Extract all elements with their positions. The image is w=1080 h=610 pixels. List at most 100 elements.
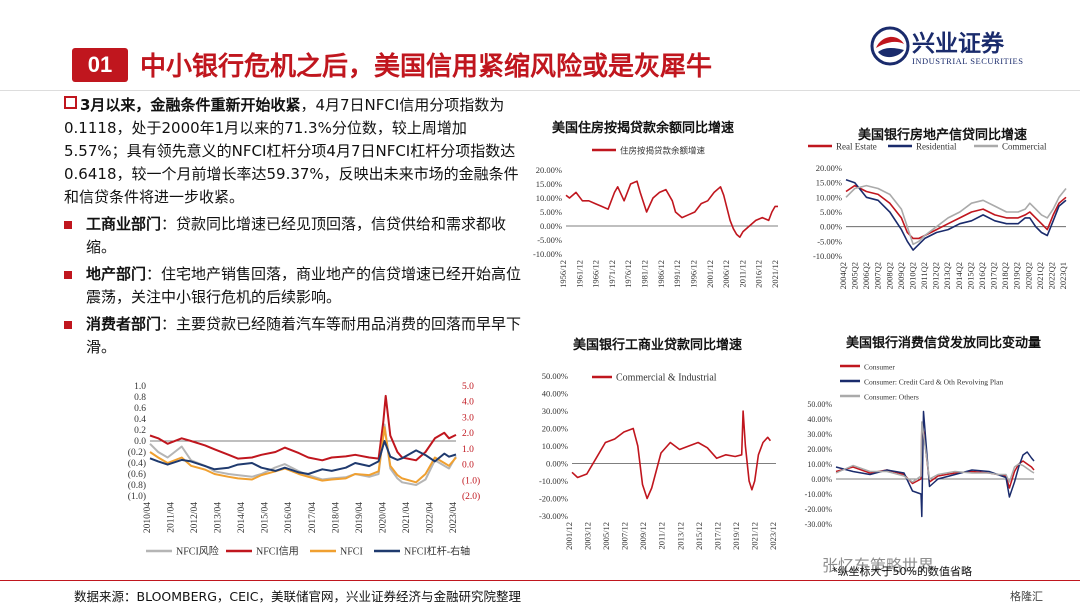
title-divider [0, 90, 1080, 91]
series-line [565, 180, 778, 238]
corner-mark: 格隆汇 [1010, 590, 1043, 603]
x-tick-label: 2023Q1 [1058, 262, 1068, 289]
x-tick-label: 1956/12 [558, 260, 568, 288]
x-tick-label: 2019/12 [731, 522, 741, 550]
y2-tick-label: 4.0 [462, 398, 474, 408]
x-tick-label: 2013/12 [675, 522, 685, 550]
bullet-square-icon [64, 271, 72, 279]
y-tick-label: 1.0 [134, 382, 146, 392]
logo-text-en: INDUSTRIAL SECURITIES [912, 56, 1024, 66]
y-tick-label: -20.00% [805, 505, 833, 514]
x-tick-label: 2016Q2 [977, 262, 987, 289]
x-tick-label: 1971/12 [607, 260, 617, 288]
x-tick-label: 2005Q2 [850, 262, 860, 289]
legend-label: Consumer [864, 363, 895, 372]
x-tick-label: 2021/04 [402, 502, 412, 533]
bullet-square-icon [64, 221, 72, 229]
x-tick-label: 1996/12 [688, 260, 698, 288]
series-line [835, 410, 1035, 518]
x-tick-label: 2021Q2 [1035, 262, 1045, 289]
bullet-consumer: 消费者部门：主要贷款已经随着汽车等耐用品消费的回落而早早下滑。 [64, 313, 526, 359]
chart-title-ci: 美国银行工商业贷款同比增速 [573, 338, 743, 353]
y-tick-label: 0.4 [134, 415, 146, 425]
header: 01 中小银行危机之后，美国信用紧缩风险或是灰犀牛 兴业证券 INDUSTRIA… [0, 0, 1080, 92]
data-source: 数据来源：BLOOMBERG，CEIC，美联储官网，兴业证券经济与金融研究院整理 [74, 589, 521, 604]
y-tick-label: 10.00% [816, 192, 842, 202]
y-tick-label: 0.8 [134, 393, 146, 403]
y-tick-label: -10.00% [539, 476, 568, 486]
y-tick-label: 0.00% [820, 222, 842, 232]
y2-tick-label: 5.0 [462, 382, 474, 392]
y-tick-label: 15.00% [536, 179, 562, 189]
legend-label: Commercial [1002, 142, 1047, 152]
x-tick-label: 2020Q2 [1023, 262, 1033, 289]
x-tick-label: 1991/12 [672, 260, 682, 288]
y-tick-label: 20.00% [542, 424, 568, 434]
y-tick-label: 0.00% [811, 475, 832, 484]
y-tick-label: 0.00% [540, 221, 562, 231]
x-tick-label: 2023/12 [768, 522, 778, 550]
x-tick-label: 2015/04 [261, 502, 271, 533]
chart-title-consumer: 美国银行消费信贷发放同比变动量 [846, 336, 1042, 351]
summary-text: 3月以来，金融条件重新开始收紧，4月7日NFCI信用分项指数为0.1118，处于… [64, 94, 526, 363]
x-tick-label: 2011/04 [167, 502, 177, 533]
legend-label: NFCI杠杆-右轴 [404, 545, 470, 558]
x-tick-label: 2001/12 [705, 260, 715, 288]
footnote: *纵坐标大于50%的数值省略 [832, 565, 972, 578]
y2-tick-label: (2.0) [462, 491, 480, 502]
series-line [835, 421, 1035, 483]
x-tick-label: 2014Q2 [954, 262, 964, 289]
x-tick-label: 2001/12 [564, 522, 574, 550]
series-line [149, 426, 457, 484]
x-tick-label: 2017/12 [712, 522, 722, 550]
series-line [149, 440, 457, 475]
y-tick-label: -10.00% [533, 249, 562, 259]
x-tick-label: 1976/12 [623, 260, 633, 288]
y-tick-label: -5.00% [537, 235, 562, 245]
x-tick-label: 2003/12 [583, 522, 593, 550]
x-tick-label: 2018Q2 [1000, 262, 1010, 289]
y2-tick-label: 1.0 [462, 445, 474, 455]
y-tick-label: 0.2 [134, 426, 146, 436]
x-tick-label: 2021/12 [770, 260, 780, 288]
y-tick-label: -20.00% [539, 494, 568, 504]
x-tick-label: 2005/12 [601, 522, 611, 550]
x-tick-label: 2012Q2 [931, 262, 941, 289]
x-tick-label: 2019/04 [355, 502, 365, 533]
x-tick-label: 2009Q2 [896, 262, 906, 289]
legend-label: NFCI [340, 547, 363, 558]
y-tick-label: 30.00% [807, 430, 832, 439]
legend-label: Consumer: Others [864, 393, 919, 402]
x-tick-label: 2021/12 [749, 522, 759, 550]
y-tick-label: 0.0 [134, 437, 146, 447]
legend-label: NFCI信用 [256, 546, 299, 558]
x-tick-label: 2013/04 [214, 502, 224, 533]
x-tick-label: 2004Q2 [838, 262, 848, 289]
y-tick-label: (0.4) [128, 458, 146, 469]
footer-divider [0, 580, 1080, 581]
y-tick-label: 20.00% [536, 165, 562, 175]
y-tick-label: (1.0) [128, 491, 146, 502]
series-line [845, 178, 1067, 251]
intro-lead: 3月以来，金融条件重新开始收紧 [80, 96, 301, 114]
x-tick-label: 2011/12 [737, 260, 747, 288]
watermark: 张忆东策略世界 [822, 556, 935, 575]
series-line [149, 394, 457, 462]
x-tick-label: 2011/12 [657, 522, 667, 550]
y-tick-label: (0.8) [128, 480, 146, 491]
y-tick-label: 20.00% [816, 163, 842, 173]
y-tick-label: 15.00% [816, 178, 842, 188]
y-tick-label: 10.00% [807, 460, 832, 469]
series-line [571, 410, 772, 500]
bullet-text: ：贷款同比增速已经见顶回落，信贷供给和需求都收缩。 [86, 215, 507, 256]
brand-logo: 兴业证券 INDUSTRIAL SECURITIES [868, 18, 1068, 84]
bullet-real-estate: 地产部门：住宅地产销售回落，商业地产的信贷增速已经开始高位震荡，关注中小银行危机… [64, 263, 526, 309]
y2-tick-label: (1.0) [462, 475, 480, 486]
x-tick-label: 2008Q2 [884, 262, 894, 289]
x-tick-label: 2011Q2 [919, 262, 929, 289]
x-tick-label: 1961/12 [574, 260, 584, 288]
y-tick-label: 0.6 [134, 404, 146, 414]
x-tick-label: 2016/04 [284, 502, 294, 533]
y-tick-label: 10.00% [536, 193, 562, 203]
chart-title-cre: 美国银行房地产信贷同比增速 [858, 128, 1028, 143]
